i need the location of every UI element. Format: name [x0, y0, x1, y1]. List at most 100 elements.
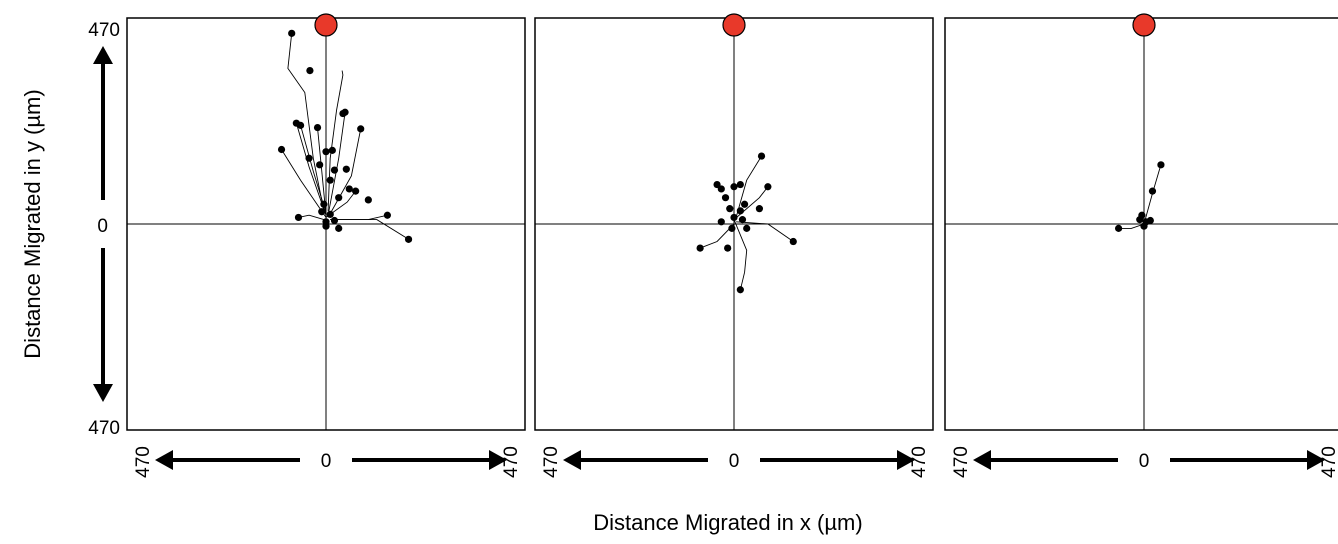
y-tick-top: 470 [88, 20, 120, 41]
x-tick-middle: 0 [1139, 451, 1150, 472]
track-endpoint [721, 194, 730, 202]
cell-track [699, 223, 735, 249]
x-arrow-left-head [563, 450, 581, 470]
x-arrow-right-head [1307, 450, 1325, 470]
cell-track [330, 214, 388, 221]
x-arrow-right-head [897, 450, 915, 470]
track-endpoint [1114, 224, 1123, 232]
cell-track [287, 33, 325, 211]
cell-track [733, 186, 769, 220]
x-axis-label: Distance Migrated in x (µm) [593, 510, 862, 535]
y-axis-double-arrow [93, 46, 113, 402]
x-arrow-left-head [155, 450, 173, 470]
x-axis-double-arrow [973, 450, 1325, 470]
track-endpoint [764, 183, 772, 191]
track-endpoint [755, 205, 764, 213]
y-tick-bottom: 470 [88, 418, 120, 439]
track-endpoint [743, 224, 751, 232]
track-endpoint [345, 185, 353, 193]
track-endpoint [352, 187, 360, 195]
cell-track [300, 125, 327, 214]
track-endpoint [726, 205, 734, 213]
x-tick-middle: 0 [729, 451, 740, 472]
chemoattractant-source [722, 13, 746, 37]
track-endpoint [277, 145, 286, 154]
x-arrow-left-head [973, 450, 991, 470]
track-endpoint [339, 109, 347, 118]
track-endpoint [1157, 161, 1165, 169]
cell-track [281, 149, 327, 218]
x-arrow-right-head [489, 450, 507, 470]
track-endpoint [736, 207, 744, 215]
x-tick-right: 470 [1319, 446, 1338, 478]
track-endpoint [357, 125, 365, 133]
track-endpoint [364, 196, 372, 204]
x-tick-right: 470 [909, 446, 930, 478]
track-endpoint [335, 194, 343, 202]
cell-track [735, 155, 762, 218]
track-endpoint [305, 154, 313, 162]
track-endpoint [736, 286, 744, 294]
track-endpoint [320, 200, 328, 208]
x-tick-middle: 0 [321, 451, 332, 472]
panels: 470 470 0 470 470 0 470 470 0 [126, 13, 1338, 478]
track-endpoint [306, 66, 314, 75]
x-tick-left: 470 [541, 446, 562, 478]
track-endpoint [335, 224, 343, 232]
chemoattractant-source [314, 13, 338, 37]
track-endpoint [292, 119, 300, 127]
x-tick-left: 470 [133, 446, 154, 478]
track-endpoint [740, 200, 749, 208]
track-endpoint [730, 183, 738, 191]
x-axis-double-arrow [563, 450, 915, 470]
cell-track [317, 127, 327, 216]
track-endpoint [318, 208, 326, 216]
track-endpoint [322, 148, 330, 156]
cell-track [295, 123, 327, 216]
track-endpoint [342, 165, 350, 173]
y-tick-middle: 0 [97, 216, 108, 237]
track-endpoint [789, 237, 797, 246]
track-endpoint [1148, 187, 1157, 195]
track-endpoint [294, 213, 303, 222]
track-endpoint [717, 218, 725, 226]
track-endpoint [757, 152, 766, 160]
cell-track [327, 112, 346, 216]
track-endpoint [330, 216, 339, 225]
track-endpoint [326, 210, 334, 218]
cell-track [327, 128, 362, 218]
track-endpoint [1136, 216, 1144, 224]
track-endpoint [736, 180, 744, 189]
track-endpoint [328, 146, 336, 154]
x-tick-right: 470 [501, 446, 522, 478]
track-endpoint [404, 235, 413, 243]
cell-track [1118, 223, 1145, 229]
track-endpoint [1140, 222, 1148, 230]
x-axis-double-arrow [155, 450, 507, 470]
panel-1: 470 470 0 [126, 13, 526, 478]
cell-track [733, 219, 748, 290]
track-endpoint [383, 211, 391, 219]
track-endpoint [696, 244, 704, 252]
chemoattractant-source [1132, 13, 1156, 37]
track-endpoint [288, 29, 296, 37]
track-endpoint [717, 185, 725, 193]
panel-3: 470 470 0 [944, 13, 1338, 478]
track-endpoint [738, 216, 747, 224]
track-endpoint [330, 166, 339, 174]
track-endpoint [326, 176, 334, 184]
track-endpoint [730, 213, 738, 222]
cell-track [298, 214, 325, 221]
track-endpoint [322, 222, 330, 230]
track-endpoint [724, 244, 732, 252]
panel-2: 470 470 0 [534, 13, 934, 478]
track-endpoint [1146, 216, 1154, 225]
track-endpoint [728, 224, 736, 232]
y-axis-label: Distance Migrated in y (µm) [20, 89, 45, 358]
track-endpoint [316, 161, 324, 169]
cell-track [327, 70, 344, 211]
track-endpoint [313, 123, 322, 132]
cell-track [736, 221, 794, 242]
x-tick-left: 470 [951, 446, 972, 478]
